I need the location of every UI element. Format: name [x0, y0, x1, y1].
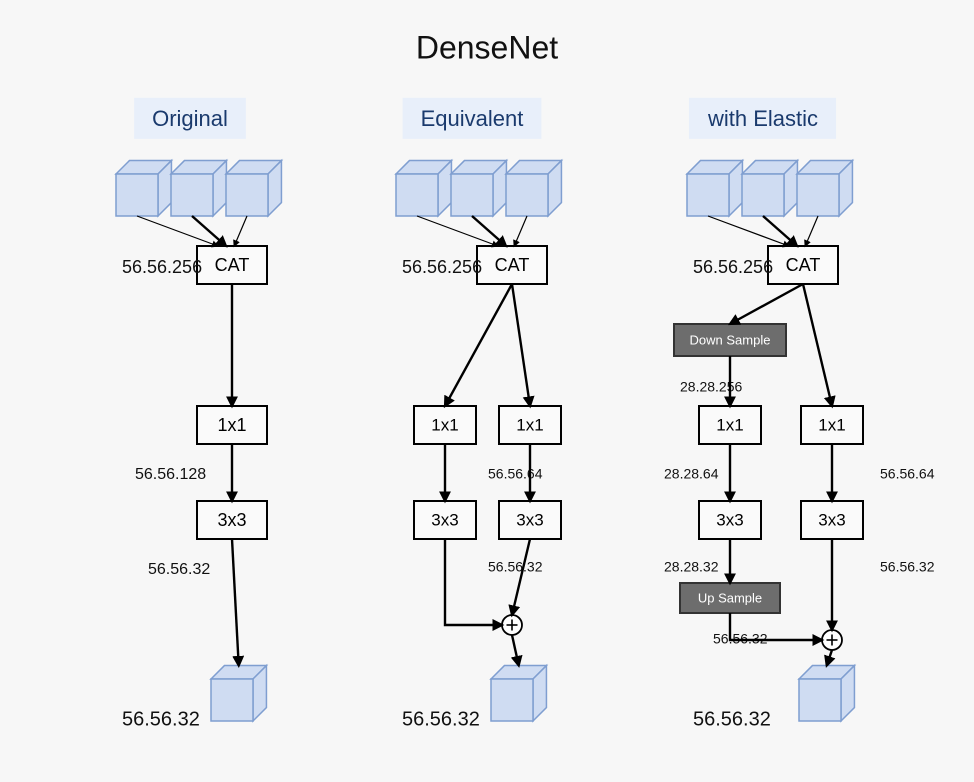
box-label: CAT: [786, 255, 821, 275]
box-r3x3: 3x3: [801, 501, 863, 539]
dim-label: 56.56.64: [880, 466, 935, 482]
input-cube: [226, 161, 281, 216]
arrow-to-cat: [763, 216, 797, 246]
arrow-branch-left: [445, 284, 512, 406]
dim-label: 56.56.32: [880, 559, 935, 575]
input-cube: [451, 161, 506, 216]
box-r1x1: 1x1: [499, 406, 561, 444]
sum-node: [822, 630, 842, 650]
box-label: CAT: [495, 255, 530, 275]
arrow-to-sum-left: [445, 539, 502, 625]
box-c3x3: 3x3: [197, 501, 267, 539]
box-label: CAT: [215, 255, 250, 275]
arrow-to-cat: [514, 216, 527, 246]
dim-label: 56.56.64: [488, 466, 543, 482]
box-label: 1x1: [217, 415, 246, 435]
dim-label: 28.28.256: [680, 379, 742, 395]
arrow: [512, 635, 519, 666]
dim-label: 56.56.32: [693, 708, 771, 730]
arrow-to-cat: [805, 216, 818, 246]
column-header: Equivalent: [421, 106, 524, 131]
arrow-to-cat: [708, 216, 789, 246]
arrow-branch-right: [803, 284, 832, 406]
box-cat: CAT: [768, 246, 838, 284]
dim-label: 56.56.128: [135, 466, 206, 483]
box-label: 3x3: [431, 510, 458, 529]
input-cube: [742, 161, 797, 216]
input-cube: [171, 161, 226, 216]
arrow-to-cat: [472, 216, 506, 246]
box-label: 3x3: [818, 510, 845, 529]
arrow-to-cat: [192, 216, 226, 246]
arrow-to-cat: [234, 216, 247, 246]
column-header: Original: [152, 106, 228, 131]
box-label: Up Sample: [698, 590, 762, 605]
dim-label: 28.28.32: [664, 559, 719, 575]
sum-node: [502, 615, 522, 635]
arrow-branch-right: [512, 284, 530, 406]
dim-label: 56.56.256: [402, 257, 482, 277]
box-l1x1: 1x1: [699, 406, 761, 444]
column-header: with Elastic: [707, 106, 818, 131]
box-l3x3: 3x3: [414, 501, 476, 539]
box-label: 1x1: [431, 415, 458, 434]
main-title: DenseNet: [416, 29, 558, 65]
input-cube: [396, 161, 451, 216]
dim-label: 56.56.32: [402, 708, 480, 730]
dim-label: 56.56.32: [488, 559, 543, 575]
box-label: 1x1: [716, 415, 743, 434]
dim-label: 56.56.32: [713, 631, 768, 647]
box-r3x3: 3x3: [499, 501, 561, 539]
input-cube: [797, 161, 852, 216]
input-cube: [116, 161, 171, 216]
arrow-to-sum-top: [512, 539, 530, 615]
dim-label: 56.56.256: [122, 257, 202, 277]
dim-label: 28.28.64: [664, 466, 719, 482]
box-r1x1: 1x1: [801, 406, 863, 444]
arrow-branch-left: [730, 284, 803, 324]
arrow-to-cat: [137, 216, 218, 246]
arrow: [232, 539, 239, 666]
output-cube: [799, 666, 854, 721]
output-cube: [491, 666, 546, 721]
dim-label: 56.56.256: [693, 257, 773, 277]
input-cube: [687, 161, 742, 216]
box-up: Up Sample: [680, 583, 780, 613]
dim-label: 56.56.32: [122, 708, 200, 730]
input-cube: [506, 161, 561, 216]
box-label: Down Sample: [690, 332, 771, 347]
box-label: 3x3: [217, 510, 246, 530]
diagram-canvas: DenseNet Original CAT 1x1 3x3 56.56.256 56.56.…: [0, 0, 974, 782]
box-l1x1: 1x1: [414, 406, 476, 444]
arrow-to-cat: [417, 216, 498, 246]
box-cat: CAT: [477, 246, 547, 284]
box-label: 3x3: [516, 510, 543, 529]
box-label: 3x3: [716, 510, 743, 529]
box-down: Down Sample: [674, 324, 786, 356]
dim-label: 56.56.32: [148, 561, 210, 578]
arrow: [827, 650, 832, 666]
box-cat: CAT: [197, 246, 267, 284]
box-label: 1x1: [516, 415, 543, 434]
box-c1x1: 1x1: [197, 406, 267, 444]
output-cube: [211, 666, 266, 721]
box-l3x3: 3x3: [699, 501, 761, 539]
box-label: 1x1: [818, 415, 845, 434]
